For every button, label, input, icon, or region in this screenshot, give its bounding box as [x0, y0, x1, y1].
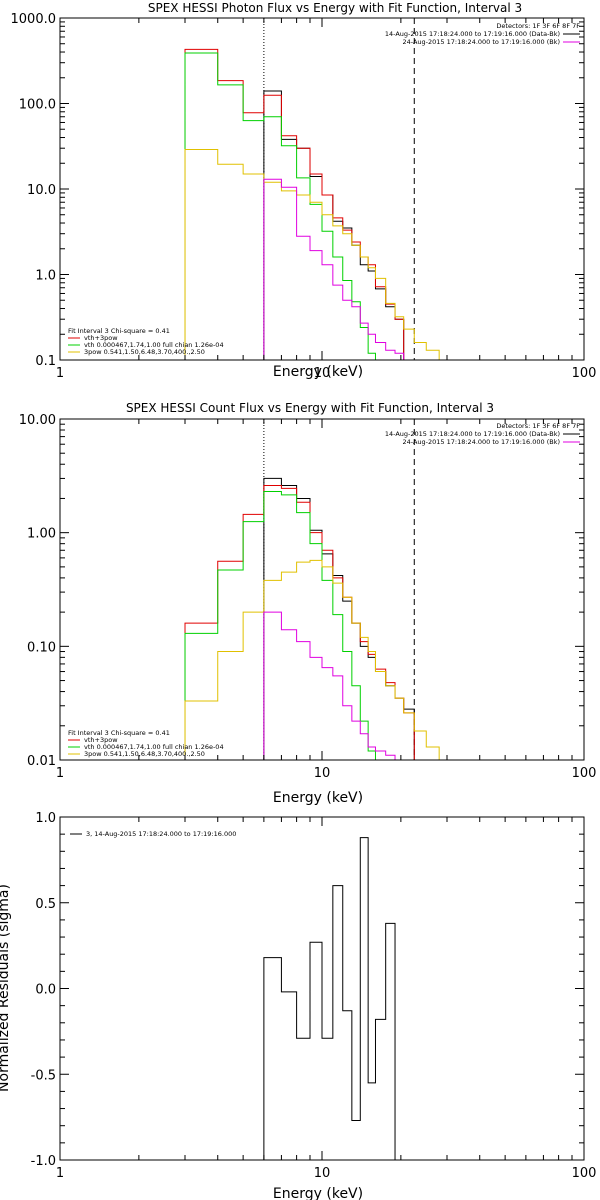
legend-bottom: Fit Interval 3 Chi-square = 0.41 vth+3po… [68, 729, 224, 758]
legend-residuals: 3, 14-Aug-2015 17:18:24.000 to 17:19:16.… [70, 830, 236, 838]
y-tick-label: 0.1 [35, 354, 56, 369]
count-flux-panel: SPEX HESSI Count Flux vs Energy with Fit… [19, 401, 597, 806]
chart-title: SPEX HESSI Count Flux vs Energy with Fit… [126, 401, 494, 415]
legend-fit-interval: Fit Interval 3 Chi-square = 0.41 [68, 327, 170, 335]
x-tick-label: 1 [56, 1166, 64, 1181]
series-vth [184, 491, 376, 760]
series-bk [263, 611, 415, 761]
y-tick-label: 100.0 [19, 98, 56, 113]
series-3pow [184, 148, 451, 361]
x-tick-label: 10 [314, 766, 331, 781]
series-residuals [263, 837, 396, 1160]
y-tick-label: 10.00 [19, 413, 56, 428]
x-tick-label: 10 [314, 1166, 331, 1181]
x-tick-label: 100 [572, 1166, 597, 1181]
x-tick-label: 1 [56, 766, 64, 781]
y-tick-label: 1.00 [27, 527, 56, 542]
y-axis-label: Normalized Residuals (sigma) [0, 884, 12, 1092]
legend-fit: vth+3pow [84, 736, 118, 744]
y-tick-label: 1.0 [35, 811, 56, 826]
x-axis-label: Energy (keV) [273, 790, 363, 806]
y-tick-label: 1000.0 [11, 12, 57, 27]
series-data-bk [263, 477, 415, 760]
x-tick-label: 1 [56, 366, 64, 381]
y-tick-label: 1.0 [35, 269, 56, 284]
series-vth-3pow [184, 485, 415, 760]
legend-vth: vth 0.000467,1.74,1.00 full chian 1.26e-… [84, 341, 224, 349]
photon-flux-panel: SPEX HESSI Photon Flux vs Energy with Fi… [11, 1, 597, 381]
x-tick-label: 10 [314, 366, 331, 381]
chart-title: SPEX HESSI Photon Flux vs Energy with Fi… [148, 1, 522, 15]
series-3pow [184, 559, 440, 760]
legend-detectors: Detectors: 1F 3F 6F 8F 7F [496, 22, 580, 30]
legend-bottom: Fit Interval 3 Chi-square = 0.41 vth+3po… [68, 327, 224, 356]
x-axis-label: Energy (keV) [273, 1186, 363, 1200]
y-tick-label: -1.0 [31, 1154, 56, 1169]
x-tick-label: 100 [572, 366, 597, 381]
legend-data-bk: 14-Aug-2015 17:18:24.000 to 17:19:16.000… [385, 430, 560, 438]
legend-fit: vth+3pow [84, 334, 118, 342]
legend-3pow: 3pow 0.541,1.50,6.48,3.70,400.,2.50 [84, 348, 205, 356]
legend-bk: 24-Aug-2015 17:18:24.000 to 17:19:16.000… [403, 438, 560, 446]
y-tick-label: 0.5 [35, 897, 56, 912]
legend-data-bk: 14-Aug-2015 17:18:24.000 to 17:19:16.000… [385, 30, 560, 38]
series-bk [263, 178, 415, 361]
series-vth-3pow [184, 48, 405, 360]
x-axis-label: Energy (keV) [273, 364, 363, 380]
plot-frame [59, 418, 585, 761]
residuals-panel: 1 10 100 -1.0 -0.5 0.0 0.5 1.0 Energy (keV) Nor… [0, 811, 596, 1200]
legend-3pow: 3pow 0.541,1.50,6.48,3.70,400.,2.50 [84, 750, 205, 758]
y-tick-label: 0.0 [35, 983, 56, 998]
legend-fit-interval: Fit Interval 3 Chi-square = 0.41 [68, 729, 170, 737]
legend-bk: 24-Aug-2015 17:18:24.000 to 17:19:16.000… [403, 38, 560, 46]
series-vth [184, 52, 376, 360]
legend-top: Detectors: 1F 3F 6F 8F 7F 14-Aug-2015 17… [385, 422, 580, 446]
y-tick-label: 0.10 [27, 640, 56, 655]
legend-detectors: Detectors: 1F 3F 6F 8F 7F [496, 422, 580, 430]
y-tick-label: 10.0 [27, 183, 56, 198]
x-tick-label: 100 [572, 766, 597, 781]
legend-residuals-text: 3, 14-Aug-2015 17:18:24.000 to 17:19:16.… [86, 830, 236, 838]
legend-top: Detectors: 1F 3F 6F 8F 7F 14-Aug-2015 17… [385, 22, 580, 46]
legend-vth: vth 0.000467,1.74,1.00 full chian 1.26e-… [84, 743, 224, 751]
y-tick-label: -0.5 [31, 1068, 56, 1083]
y-tick-label: 0.01 [27, 754, 56, 769]
